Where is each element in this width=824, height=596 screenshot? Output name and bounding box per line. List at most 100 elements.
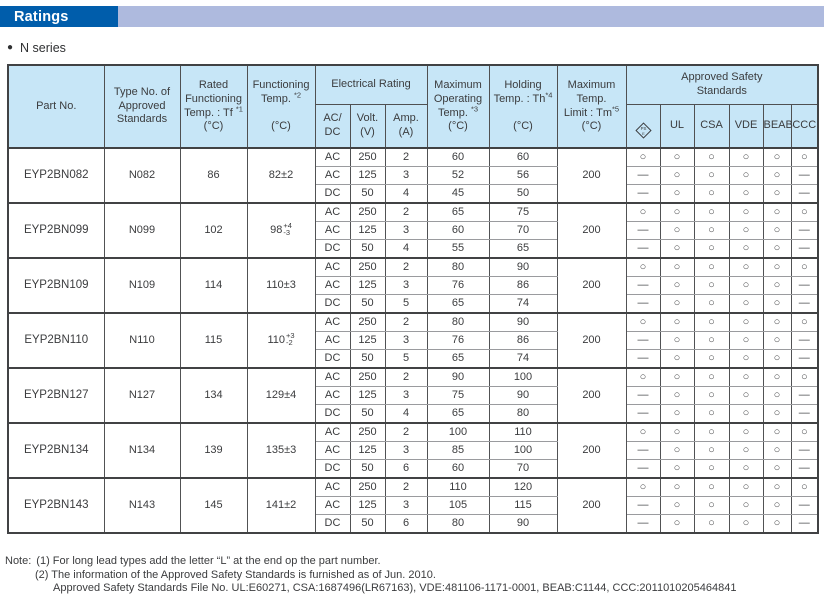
ratings-banner-title-box: Ratings <box>0 6 118 27</box>
approval-ul-cell: ○ <box>659 276 695 295</box>
approval-vde-cell: ○ <box>728 441 764 460</box>
acdc-cell: AC <box>314 202 351 222</box>
approval-pse-cell: — <box>625 404 661 424</box>
approval-vde-cell: ○ <box>728 202 764 222</box>
approval-pse-cell: — <box>625 184 661 204</box>
approval-csa-cell: ○ <box>693 459 730 479</box>
max-temp-limit-cell: 200 <box>556 202 627 259</box>
max-operating-temp-cell: 75 <box>426 386 490 405</box>
approval-ccc-cell: ○ <box>790 147 819 167</box>
approval-pse-cell: — <box>625 331 661 350</box>
approval-ul-cell: ○ <box>659 312 695 332</box>
part-no-cell: EYP2BN127 <box>7 367 105 424</box>
amp-cell: 2 <box>384 312 428 332</box>
functioning-temp-cell: 98 +4 -3 <box>246 202 316 259</box>
acdc-cell: DC <box>314 294 351 314</box>
holding-temp-cell: 90 <box>488 257 558 277</box>
amp-cell: 2 <box>384 367 428 387</box>
max-operating-temp-cell: 76 <box>426 331 490 350</box>
note-label: Note: <box>5 555 32 567</box>
approval-beab-cell: ○ <box>762 367 792 387</box>
tolerance-stack: +4 -3 <box>283 221 292 238</box>
max-operating-temp-cell: 55 <box>426 239 490 259</box>
col-header-holding-temp: Holding Temp. : Th*4 (°C) <box>488 64 558 149</box>
approval-pse-cell: ○ <box>625 367 661 387</box>
functioning-temp-cell: 141±2 <box>246 477 316 534</box>
max-temp-limit-cell: 200 <box>556 257 627 314</box>
volt-cell: 125 <box>349 331 386 350</box>
col-header-type-no: Type No. of Approved Standards <box>103 64 181 149</box>
approval-csa-cell: ○ <box>693 496 730 515</box>
holding-temp-cell: 100 <box>488 367 558 387</box>
col-header-part-no: Part No. <box>7 64 105 149</box>
approval-ul-cell: ○ <box>659 404 695 424</box>
functioning-temp-cell: 110 +3 -2 <box>246 312 316 369</box>
max-operating-temp-cell: 65 <box>426 294 490 314</box>
footnote-5-marker: *5 <box>611 103 620 113</box>
type-no-cell: N143 <box>103 477 181 534</box>
approval-ccc-cell: ○ <box>790 202 819 222</box>
approval-beab-cell: ○ <box>762 349 792 369</box>
approval-ccc-cell: — <box>790 184 819 204</box>
approval-pse-cell: ○ <box>625 422 661 442</box>
amp-cell: 6 <box>384 514 428 534</box>
col-header-vde: VDE <box>728 104 764 149</box>
approval-ul-cell: ○ <box>659 441 695 460</box>
col-header-csa: CSA <box>693 104 730 149</box>
acdc-cell: DC <box>314 239 351 259</box>
acdc-cell: AC <box>314 386 351 405</box>
footnote-2-marker: *2 <box>293 90 302 100</box>
amp-cell: 3 <box>384 276 428 295</box>
volt-cell: 125 <box>349 166 386 185</box>
approval-beab-cell: ○ <box>762 441 792 460</box>
acdc-cell: AC <box>314 477 351 497</box>
approval-ul-cell: ○ <box>659 514 695 534</box>
ratings-table: Part No. Type No. of Approved Standards … <box>7 64 820 534</box>
approval-beab-cell: ○ <box>762 386 792 405</box>
max-operating-temp-cell: 80 <box>426 312 490 332</box>
approval-csa-cell: ○ <box>693 422 730 442</box>
amp-cell: 3 <box>384 386 428 405</box>
type-no-cell: N110 <box>103 312 181 369</box>
col-header-ul: UL <box>659 104 695 149</box>
approval-ul-cell: ○ <box>659 202 695 222</box>
note-line-2: (2) The information of the Approved Safe… <box>5 569 824 583</box>
approval-ccc-cell: — <box>790 239 819 259</box>
volt-cell: 50 <box>349 459 386 479</box>
acdc-cell: AC <box>314 312 351 332</box>
approval-ccc-cell: — <box>790 441 819 460</box>
approval-csa-cell: ○ <box>693 239 730 259</box>
approval-ul-cell: ○ <box>659 367 695 387</box>
approval-vde-cell: ○ <box>728 166 764 185</box>
holding-temp-cell: 65 <box>488 239 558 259</box>
approval-beab-cell: ○ <box>762 404 792 424</box>
acdc-cell: AC <box>314 367 351 387</box>
col-header-pse: PS E <box>625 104 661 149</box>
approval-vde-cell: ○ <box>728 386 764 405</box>
footnote-4-marker: *4 <box>545 90 553 100</box>
approval-vde-cell: ○ <box>728 331 764 350</box>
type-no-cell: N109 <box>103 257 181 314</box>
acdc-cell: AC <box>314 147 351 167</box>
col-header-electrical-rating: Electrical Rating <box>314 64 428 105</box>
approval-csa-cell: ○ <box>693 257 730 277</box>
part-no-cell: EYP2BN109 <box>7 257 105 314</box>
functioning-temp-cell: 110±3 <box>246 257 316 314</box>
max-operating-temp-cell: 60 <box>426 459 490 479</box>
holding-temp-cell: 60 <box>488 147 558 167</box>
approval-ccc-cell: — <box>790 331 819 350</box>
acdc-cell: AC <box>314 221 351 240</box>
approval-beab-cell: ○ <box>762 477 792 497</box>
functioning-temp-value: 135±3 <box>265 444 297 456</box>
holding-temp-cell: 50 <box>488 184 558 204</box>
approval-pse-cell: ○ <box>625 312 661 332</box>
holding-temp-cell: 74 <box>488 349 558 369</box>
approval-csa-cell: ○ <box>693 147 730 167</box>
ratings-banner-extension <box>118 6 824 27</box>
approval-ccc-cell: ○ <box>790 257 819 277</box>
approval-ccc-cell: ○ <box>790 477 819 497</box>
approval-csa-cell: ○ <box>693 477 730 497</box>
part-no-cell: EYP2BN143 <box>7 477 105 534</box>
holding-temp-cell: 110 <box>488 422 558 442</box>
tolerance-stack: +3 -2 <box>285 331 295 348</box>
